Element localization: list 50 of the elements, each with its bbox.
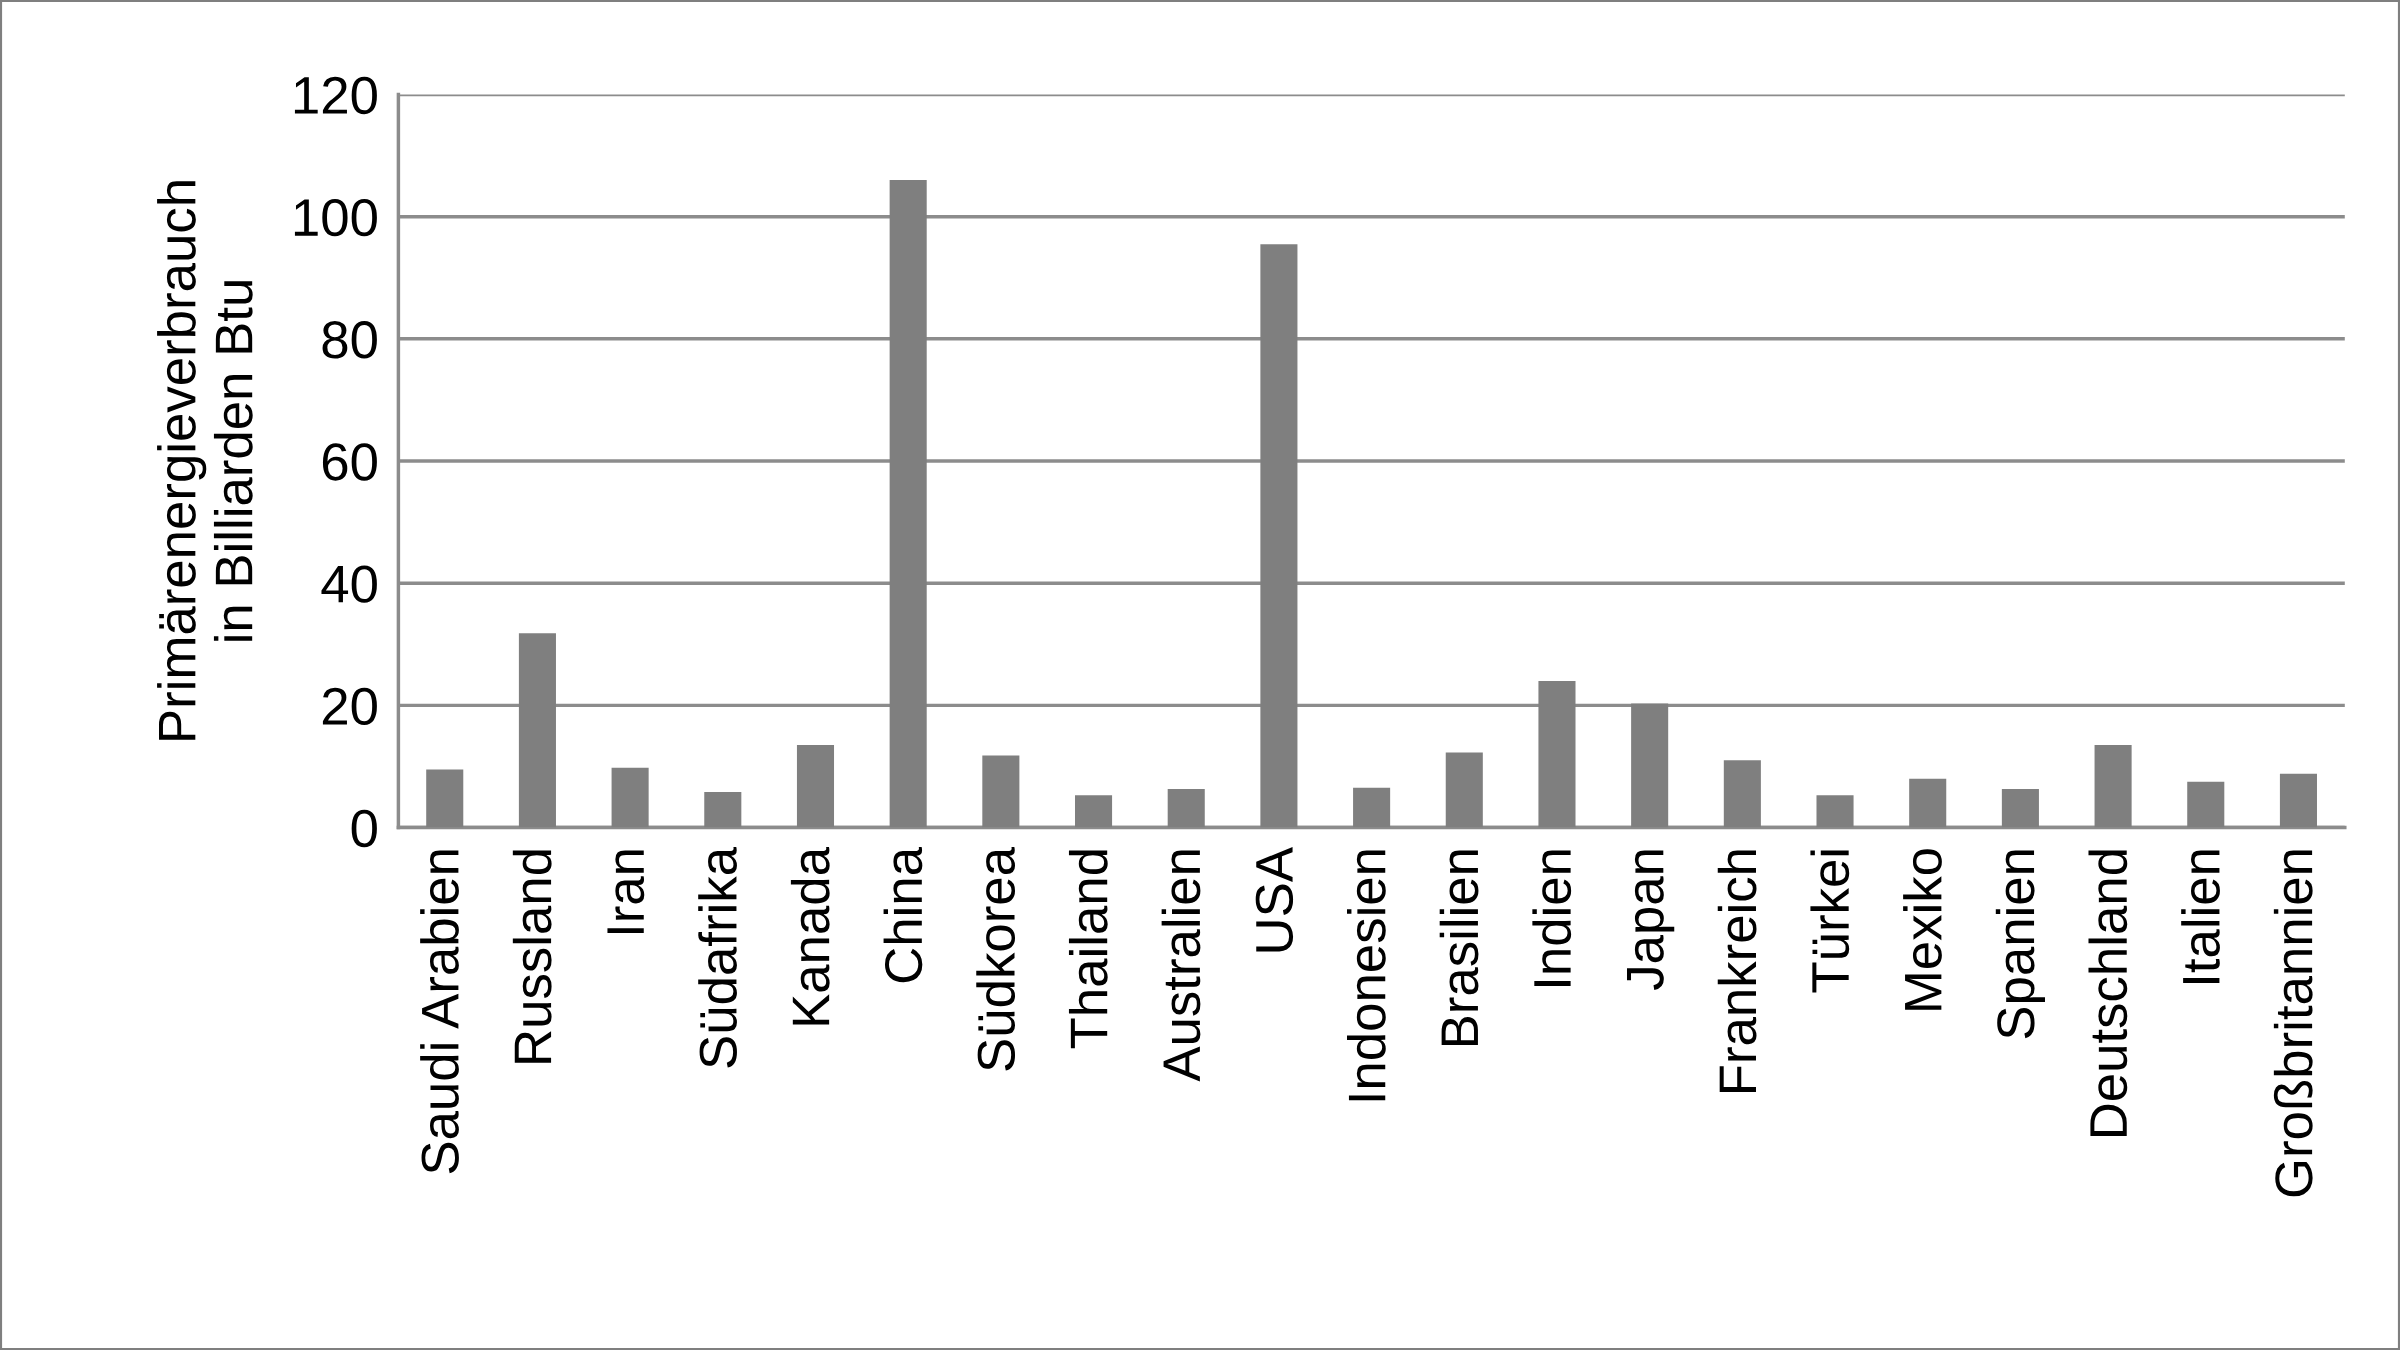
y-tick-label: 40	[321, 565, 377, 603]
y-tick-label: 120	[294, 76, 377, 115]
bar	[982, 755, 1020, 828]
x-tick-label: Kanada	[790, 846, 830, 1025]
y-tick-label: 20	[322, 687, 377, 726]
x-tick-label: Indien	[1532, 850, 1572, 986]
bar	[1723, 760, 1761, 828]
x-tick-label: Großbritannien	[2273, 850, 2313, 1197]
x-tick-label: Türkei	[1810, 850, 1850, 993]
bar	[1816, 795, 1854, 828]
bar	[889, 180, 927, 828]
y-tick-label: 60	[322, 443, 377, 481]
x-tick-label: Australien	[1161, 850, 1201, 1082]
x-tick-label: Iran	[607, 850, 645, 934]
bar	[518, 633, 556, 828]
x-tick-label: Japan	[1627, 850, 1675, 990]
x-tick-label: Deutschland	[2088, 850, 2128, 1137]
y-axis-title: Primärenergieverbrauch in Billiarden Btu	[157, 181, 253, 740]
bar	[796, 745, 835, 828]
bar	[1260, 244, 1298, 828]
bar	[426, 769, 464, 828]
bar	[611, 767, 649, 828]
x-tick-label: USA	[1255, 847, 1294, 952]
bar	[2094, 745, 2132, 828]
x-tick-label: Spanien	[1995, 850, 2045, 1039]
bar	[1075, 795, 1113, 828]
bar	[704, 792, 742, 828]
x-tick-label: Indonesien	[1347, 850, 1386, 1101]
y-tick-label: 80	[322, 321, 377, 359]
bar	[1353, 787, 1391, 828]
x-tick-label: Frankreich	[1717, 850, 1757, 1092]
x-tick-label: China	[883, 846, 923, 983]
bar	[1538, 680, 1576, 828]
x-tick-label: Italien	[2181, 850, 2220, 983]
x-tick-label: Thailand	[1068, 850, 1108, 1049]
x-tick-label: Mexiko	[1903, 849, 1942, 1010]
x-tick-label: Südafrika	[698, 846, 737, 1068]
x-tick-label: Russland	[512, 850, 552, 1063]
x-tick-label: Brasilien	[1439, 850, 1479, 1046]
x-tick-label: Südkorea	[976, 846, 1016, 1071]
bar	[1909, 778, 1947, 828]
x-tick-label: Saudi Arabien	[420, 850, 459, 1174]
y-tick-label: 100	[294, 198, 377, 237]
y-tick-label: 0	[351, 809, 377, 848]
bar	[1167, 789, 1205, 828]
bar	[2001, 789, 2039, 828]
bar	[2279, 773, 2317, 828]
bar	[2187, 781, 2225, 828]
bar	[1631, 703, 1669, 828]
bar	[1445, 752, 1483, 828]
